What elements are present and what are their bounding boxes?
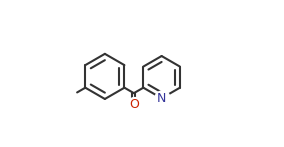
Text: O: O: [129, 98, 139, 111]
Text: N: N: [157, 92, 166, 105]
